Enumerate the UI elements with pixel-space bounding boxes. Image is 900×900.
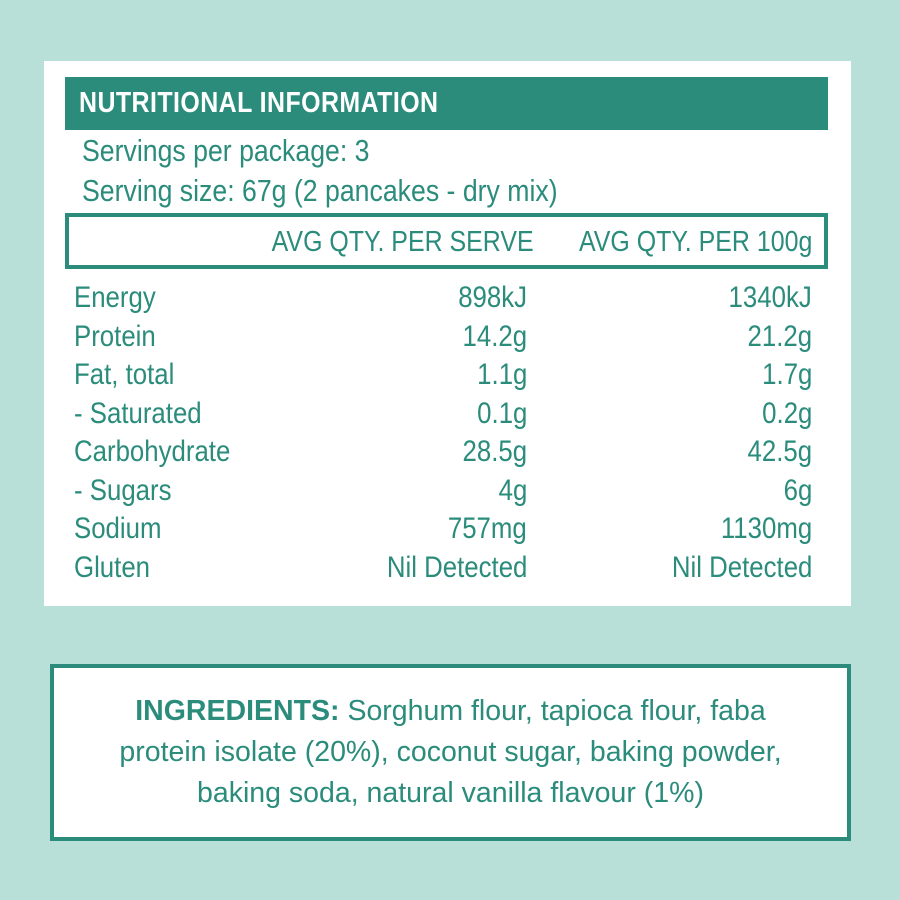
column-header-row: AVG QTY. PER SERVE AVG QTY. PER 100g xyxy=(65,213,828,269)
ingredients-text: Sorghum flour, tapioca flour, faba prote… xyxy=(119,695,782,809)
servings-per-package: Servings per package: 3 xyxy=(82,133,370,168)
nutrient-per-100g: 21.2g xyxy=(747,319,812,353)
nutrient-per-serve: 4g xyxy=(498,473,527,507)
nutrition-title-bar: NUTRITIONAL INFORMATION xyxy=(65,77,828,130)
nutrition-row-sugars: - Sugars 4g 6g xyxy=(44,472,851,511)
ingredients-paragraph: INGREDIENTS: Sorghum flour, tapioca flou… xyxy=(101,691,801,814)
nutrition-row-fat-total: Fat, total 1.1g 1.7g xyxy=(44,356,851,395)
column-header-per-100g: AVG QTY. PER 100g xyxy=(578,226,812,258)
nutrient-per-100g: 1130mg xyxy=(720,512,812,545)
nutrition-row-sodium: Sodium 757mg 1130mg xyxy=(44,510,851,549)
nutrient-name: - Sugars xyxy=(74,473,172,507)
nutrient-name: Fat, total xyxy=(74,358,175,391)
ingredients-label: INGREDIENTS: xyxy=(135,695,340,727)
nutrition-rows: Energy 898kJ 1340kJ Protein 14.2g 21.2g … xyxy=(44,279,851,587)
nutrient-per-serve: Nil Detected xyxy=(386,550,527,584)
nutrient-name: Carbohydrate xyxy=(74,435,231,468)
nutrition-row-protein: Protein 14.2g 21.2g xyxy=(44,318,851,357)
nutrient-name: Energy xyxy=(74,281,156,314)
nutrient-name: Gluten xyxy=(74,550,151,584)
nutrient-per-100g: 1340kJ xyxy=(728,281,812,314)
nutrition-row-gluten: Gluten Nil Detected Nil Detected xyxy=(44,549,851,588)
nutrient-name: - Saturated xyxy=(74,396,202,430)
nutrient-per-100g: 0.2g xyxy=(761,396,812,430)
nutrient-per-serve: 0.1g xyxy=(476,396,527,430)
serving-size: Serving size: 67g (2 pancakes - dry mix) xyxy=(82,173,558,208)
nutrient-per-serve: 757mg xyxy=(448,512,527,545)
nutrition-panel: NUTRITIONAL INFORMATION Servings per pac… xyxy=(44,61,851,606)
nutrition-title: NUTRITIONAL INFORMATION xyxy=(79,87,439,119)
column-header-per-serve: AVG QTY. PER SERVE xyxy=(272,226,534,258)
nutrient-per-serve: 1.1g xyxy=(476,358,527,391)
nutrition-row-carbohydrate: Carbohydrate 28.5g 42.5g xyxy=(44,433,851,472)
nutrient-per-100g: 6g xyxy=(783,473,812,507)
nutrient-per-100g: Nil Detected xyxy=(671,550,812,584)
nutrient-name: Protein xyxy=(74,319,156,353)
nutrient-per-serve: 898kJ xyxy=(458,281,527,314)
nutrition-row-energy: Energy 898kJ 1340kJ xyxy=(44,279,851,318)
nutrient-per-serve: 14.2g xyxy=(462,319,527,353)
nutrient-name: Sodium xyxy=(74,512,162,545)
nutrition-row-saturated: - Saturated 0.1g 0.2g xyxy=(44,395,851,434)
nutrient-per-serve: 28.5g xyxy=(462,435,527,468)
nutrient-per-100g: 42.5g xyxy=(747,435,812,468)
nutrient-per-100g: 1.7g xyxy=(761,358,812,391)
ingredients-box: INGREDIENTS: Sorghum flour, tapioca flou… xyxy=(50,664,851,841)
